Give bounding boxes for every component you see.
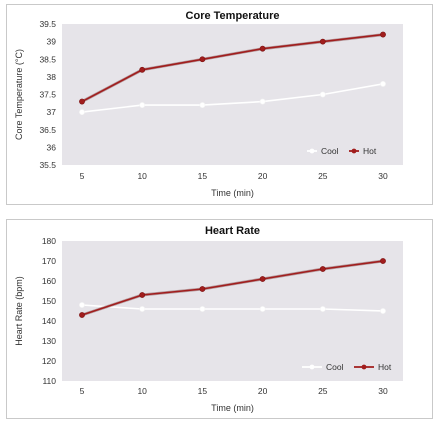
heart-rate-hot-data-point (380, 258, 386, 264)
core-temperature-cool-data-point (380, 81, 386, 87)
core-temperature-cool-data-point (259, 98, 266, 105)
heart-rate-hot-data-point (319, 266, 326, 272)
heart-rate-hot-data-point (139, 292, 146, 298)
heart-rate-cool-data-point (319, 306, 326, 312)
core-temperature-x-tick-label: 10 (137, 171, 147, 181)
legend-cool-swatch-marker (309, 148, 315, 154)
heart-rate-hot-data-point (259, 276, 266, 282)
heart-rate-y-tick-label: 170 (42, 256, 56, 266)
core-temperature-y-axis-label: Core Temperature (°C) (14, 49, 24, 140)
heart-rate-x-tick-label: 25 (318, 386, 328, 396)
core-temperature-y-tick-label: 35.5 (39, 160, 56, 170)
heart-rate-x-tick-label: 5 (80, 386, 85, 396)
core-temperature-hot-data-point (319, 38, 326, 45)
core-temperature-hot-data-point (380, 31, 386, 38)
heart-rate-cool-series-line (81, 304, 384, 312)
legend-hot-swatch-marker (361, 364, 367, 370)
heart-rate-y-tick-label: 110 (42, 376, 56, 386)
heart-rate-cool-data-point (79, 302, 85, 308)
core-temperature-hot-data-point (259, 45, 266, 52)
core-temperature-y-tick-label: 38.5 (39, 54, 56, 64)
core-temperature-chart: Core Temperature 35.5 36 36.5 37 37.5 38 38.5 39… (14, 10, 403, 198)
heart-rate-chart-title: Heart Rate (205, 225, 260, 237)
legend-hot-label: Hot (378, 362, 392, 372)
legend-cool-swatch-marker (309, 364, 315, 370)
core-temperature-hot-data-point (79, 98, 85, 105)
legend-hot-swatch-marker (351, 148, 357, 154)
heart-rate-x-tick-label: 10 (137, 386, 147, 396)
core-temperature-x-tick-label: 20 (258, 171, 268, 181)
core-temperature-y-tick-label: 37 (47, 107, 57, 117)
core-temperature-x-tick-label: 25 (318, 171, 328, 181)
core-temperature-y-tick-label: 37.5 (39, 90, 56, 100)
core-temperature-cool-data-point (199, 102, 206, 108)
core-temperature-cool-series-line (81, 83, 384, 113)
core-temperature-x-axis-label: Time (min) (211, 188, 254, 198)
heart-rate-hot-data-point (79, 312, 85, 318)
core-temperature-hot-data-point (139, 66, 146, 73)
heart-rate-cool-data-point (199, 306, 206, 312)
core-temperature-x-tick-label: 5 (80, 171, 85, 181)
core-temperature-y-tick-label: 38 (47, 72, 57, 82)
heart-rate-y-tick-label: 160 (42, 276, 56, 286)
heart-rate-cool-data-point (380, 308, 386, 314)
legend-hot-label: Hot (363, 146, 377, 156)
core-temperature-cool-data-point (319, 91, 326, 98)
heart-rate-hot-data-point (199, 286, 206, 292)
heart-rate-x-tick-label: 15 (198, 386, 208, 396)
heart-rate-y-tick-label: 130 (42, 336, 56, 346)
core-temperature-plot-area (62, 24, 403, 165)
legend-cool-label: Cool (326, 362, 344, 372)
core-temperature-x-tick-label: 15 (198, 171, 208, 181)
heart-rate-y-tick-label: 150 (42, 296, 56, 306)
core-temperature-cool-data-point (139, 102, 146, 108)
core-temperature-hot-series-line (81, 33, 384, 103)
heart-rate-chart: Heart Rate 110 120 130 140 150 160 170 180 5 10 15 2… (14, 225, 403, 413)
heart-rate-y-tick-label: 180 (42, 236, 56, 246)
heart-rate-x-axis-label: Time (min) (211, 403, 254, 413)
heart-rate-y-axis-label: Heart Rate (bpm) (14, 276, 24, 346)
heart-rate-hot-series-line (81, 260, 384, 316)
core-temperature-y-tick-label: 36 (47, 142, 57, 152)
legend-cool-label: Cool (321, 146, 339, 156)
core-temperature-chart-title: Core Temperature (186, 10, 280, 22)
heart-rate-cool-data-point (139, 306, 146, 312)
core-temperature-cool-data-point (79, 109, 85, 116)
core-temperature-chart-panel: Core Temperature 35.5 36 36.5 37 37.5 38 38.5 39… (6, 4, 433, 205)
heart-rate-y-tick-label: 140 (42, 316, 56, 326)
core-temperature-y-tick-label: 39.5 (39, 19, 56, 29)
heart-rate-plot-area (62, 241, 403, 381)
heart-rate-y-tick-label: 120 (42, 356, 56, 366)
core-temperature-y-tick-label: 36.5 (39, 125, 56, 135)
core-temperature-hot-data-point (199, 56, 206, 63)
core-temperature-y-tick-label: 39 (47, 37, 57, 47)
heart-rate-chart-panel: Heart Rate 110 120 130 140 150 160 170 180 5 10 15 2… (6, 219, 433, 419)
heart-rate-cool-data-point (259, 306, 266, 312)
heart-rate-x-tick-label: 20 (258, 386, 268, 396)
core-temperature-x-tick-label: 30 (378, 171, 388, 181)
heart-rate-x-tick-label: 30 (378, 386, 388, 396)
